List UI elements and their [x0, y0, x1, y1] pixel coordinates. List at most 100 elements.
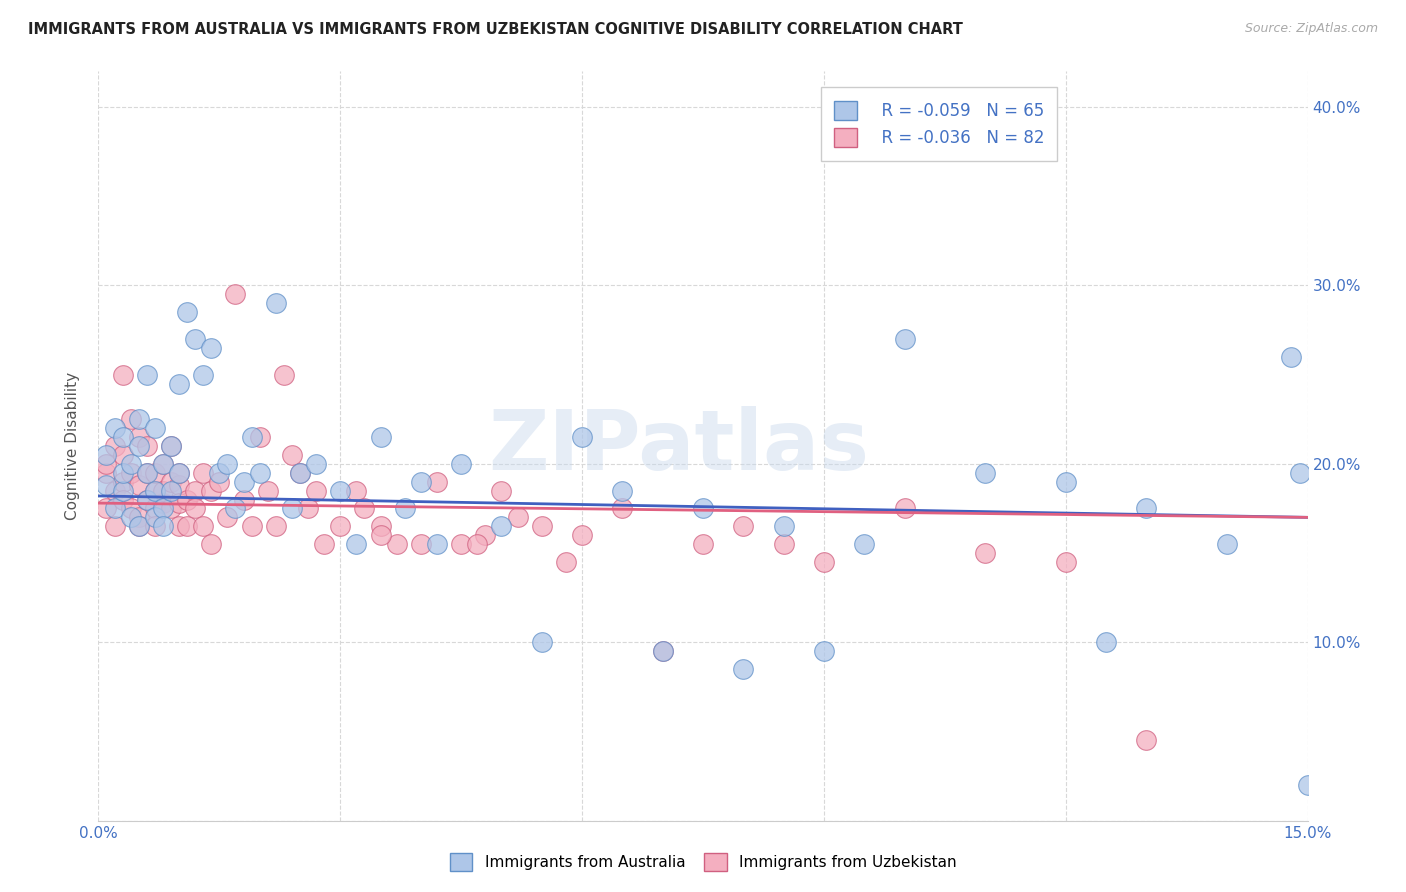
Point [692, 501, 714, 516]
Point [273, 368, 295, 382]
Point [297, 501, 319, 516]
Point [651, 644, 673, 658]
Point [385, 537, 408, 551]
Point [264, 519, 287, 533]
Point [167, 496, 190, 510]
Point [465, 537, 488, 551]
Point [893, 332, 915, 346]
Point [208, 475, 231, 489]
Point [217, 457, 239, 471]
Point [128, 510, 150, 524]
Point [394, 501, 416, 516]
Point [143, 483, 166, 498]
Point [176, 305, 198, 319]
Point [813, 555, 835, 569]
Point [530, 635, 553, 649]
Point [281, 501, 304, 516]
Point [450, 457, 472, 471]
Point [1296, 778, 1319, 792]
Point [103, 439, 125, 453]
Point [111, 448, 134, 462]
Point [1054, 555, 1077, 569]
Point [314, 537, 336, 551]
Point [128, 430, 150, 444]
Point [193, 519, 215, 533]
Point [128, 439, 150, 453]
Point [152, 496, 174, 510]
Point [167, 466, 190, 480]
Point [329, 519, 352, 533]
Point [491, 483, 513, 498]
Point [128, 519, 150, 533]
Point [143, 421, 166, 435]
Point [128, 478, 150, 492]
Point [853, 537, 876, 551]
Point [1281, 350, 1303, 364]
Point [152, 457, 174, 471]
Point [651, 644, 673, 658]
Point [232, 492, 254, 507]
Point [120, 466, 142, 480]
Point [249, 430, 271, 444]
Point [893, 501, 915, 516]
Point [813, 644, 835, 658]
Point [240, 430, 263, 444]
Point [305, 483, 328, 498]
Point [256, 483, 278, 498]
Point [344, 483, 367, 498]
Point [530, 519, 553, 533]
Point [224, 287, 246, 301]
Point [152, 501, 174, 516]
Point [111, 368, 134, 382]
Point [135, 492, 157, 507]
Point [772, 519, 794, 533]
Point [733, 519, 755, 533]
Point [571, 528, 593, 542]
Point [474, 528, 496, 542]
Point [288, 466, 311, 480]
Point [135, 368, 157, 382]
Point [160, 483, 183, 498]
Point [176, 492, 198, 507]
Point [370, 528, 392, 542]
Point [491, 519, 513, 533]
Point [167, 376, 190, 391]
Point [152, 519, 174, 533]
Point [426, 537, 449, 551]
Point [184, 483, 207, 498]
Point [143, 466, 166, 480]
Y-axis label: Cognitive Disability: Cognitive Disability [65, 372, 80, 520]
Point [167, 519, 190, 533]
Point [135, 492, 157, 507]
Point [200, 537, 222, 551]
Point [1216, 537, 1239, 551]
Text: IMMIGRANTS FROM AUSTRALIA VS IMMIGRANTS FROM UZBEKISTAN COGNITIVE DISABILITY COR: IMMIGRANTS FROM AUSTRALIA VS IMMIGRANTS … [28, 22, 963, 37]
Point [103, 501, 125, 516]
Point [160, 439, 183, 453]
Point [409, 537, 432, 551]
Point [103, 519, 125, 533]
Point [1135, 733, 1157, 747]
Point [329, 483, 352, 498]
Point [733, 662, 755, 676]
Point [224, 501, 246, 516]
Point [120, 501, 142, 516]
Point [111, 492, 134, 507]
Point [249, 466, 271, 480]
Point [160, 439, 183, 453]
Point [1288, 466, 1310, 480]
Point [288, 466, 311, 480]
Point [103, 421, 125, 435]
Point [128, 412, 150, 426]
Point [1054, 475, 1077, 489]
Point [167, 466, 190, 480]
Point [184, 501, 207, 516]
Point [692, 537, 714, 551]
Legend: Immigrants from Australia, Immigrants from Uzbekistan: Immigrants from Australia, Immigrants fr… [440, 844, 966, 880]
Point [193, 466, 215, 480]
Point [143, 483, 166, 498]
Point [143, 510, 166, 524]
Point [96, 457, 118, 471]
Point [111, 483, 134, 498]
Point [96, 466, 118, 480]
